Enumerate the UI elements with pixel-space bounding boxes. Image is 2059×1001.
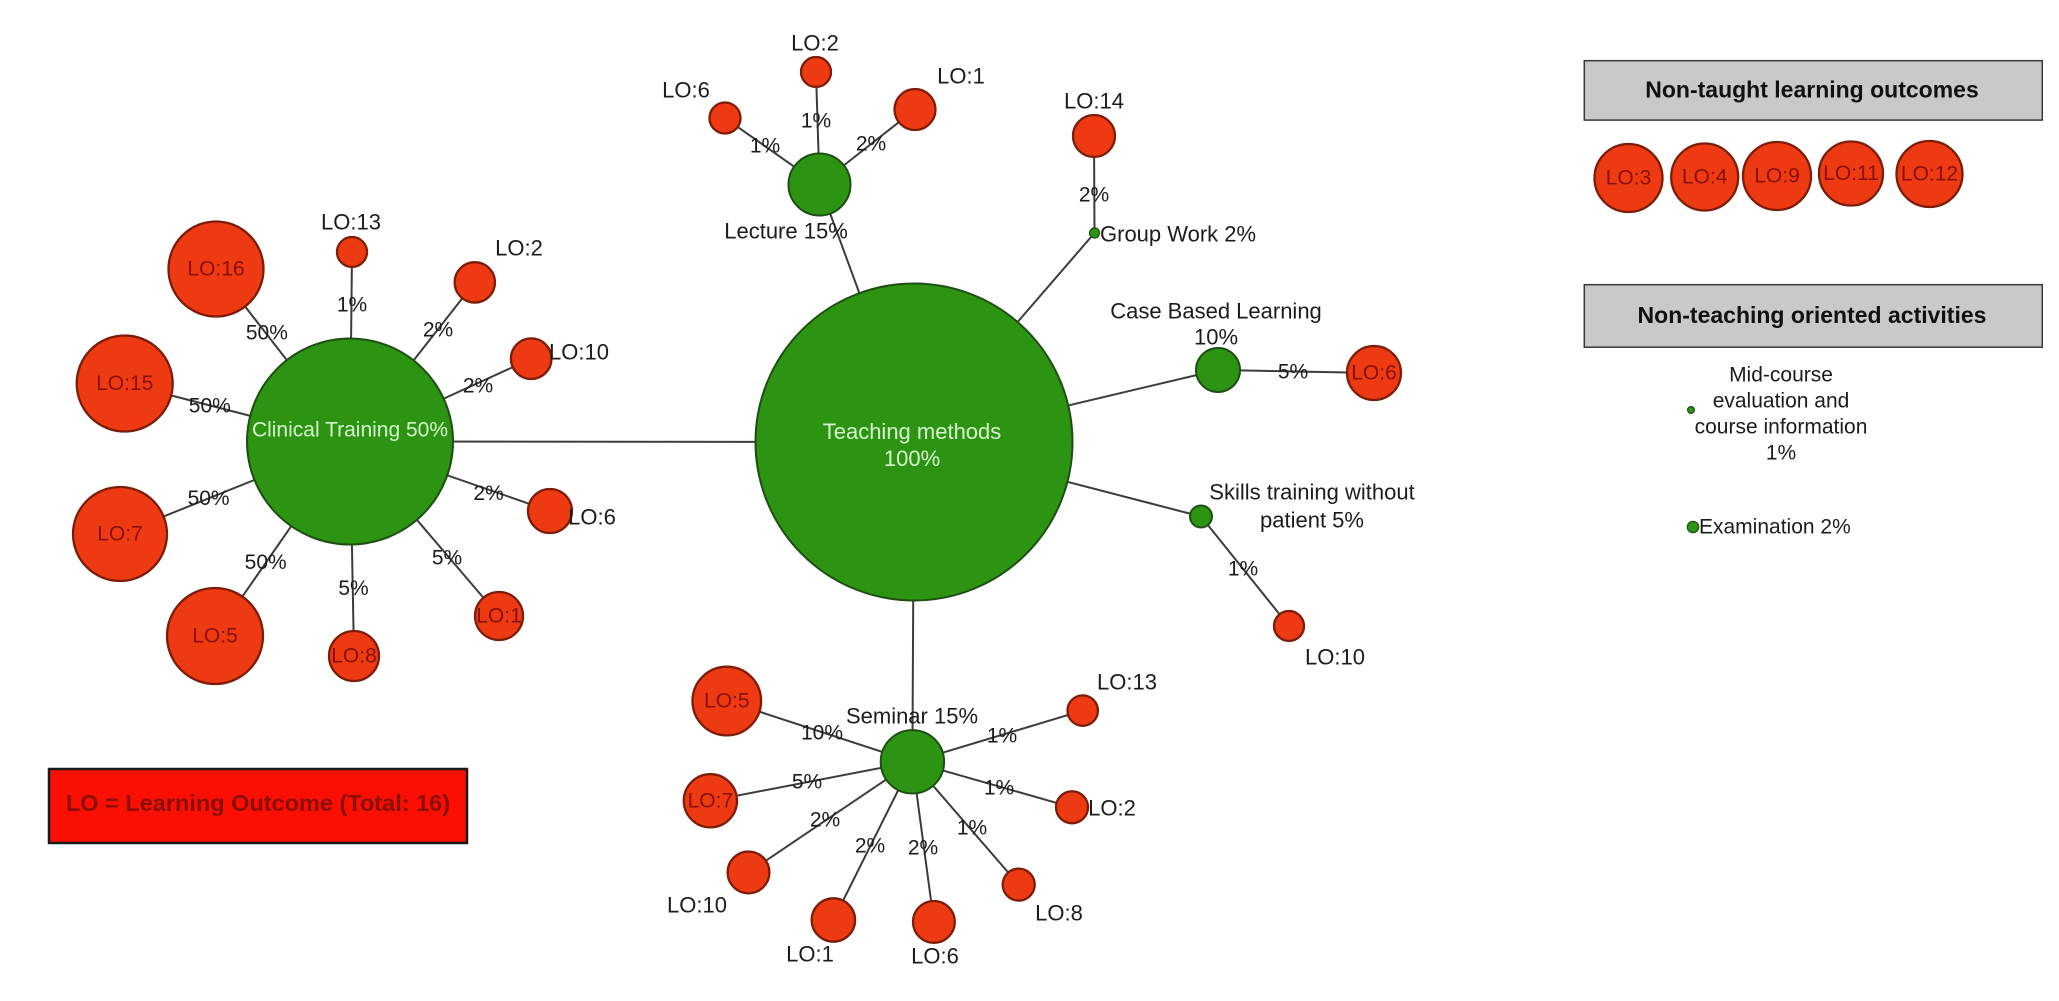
svg-text:LO:8: LO:8 <box>331 645 377 668</box>
svg-text:LO:6: LO:6 <box>911 944 959 969</box>
svg-text:LO:4: LO:4 <box>1682 166 1728 189</box>
svg-text:Examination 2%: Examination 2% <box>1699 516 1851 539</box>
svg-text:Skills training without: Skills training without <box>1209 480 1414 505</box>
svg-text:Lecture 15%: Lecture 15% <box>724 219 848 244</box>
svg-text:LO:5: LO:5 <box>192 625 238 648</box>
svg-text:5%: 5% <box>792 771 822 794</box>
svg-text:LO:1: LO:1 <box>476 605 522 628</box>
svg-text:Clinical Training 50%: Clinical Training 50% <box>252 419 448 442</box>
svg-text:LO:10: LO:10 <box>549 340 609 365</box>
svg-text:Seminar 15%: Seminar 15% <box>846 704 978 729</box>
svg-text:LO:9: LO:9 <box>1754 165 1800 188</box>
svg-text:Group Work 2%: Group Work 2% <box>1100 222 1256 247</box>
svg-text:LO = Learning Outcome (Total:: LO = Learning Outcome (Total: 16) <box>66 790 450 816</box>
svg-text:50%: 50% <box>189 394 231 417</box>
svg-text:LO:6: LO:6 <box>1351 362 1397 385</box>
svg-text:100%: 100% <box>884 446 940 471</box>
svg-text:LO:10: LO:10 <box>1305 645 1365 670</box>
svg-text:2%: 2% <box>908 837 938 860</box>
svg-text:10%: 10% <box>1194 325 1238 350</box>
svg-text:course information: course information <box>1695 416 1868 439</box>
svg-text:2%: 2% <box>473 482 503 505</box>
svg-text:1%: 1% <box>801 110 831 133</box>
svg-text:1%: 1% <box>984 777 1014 800</box>
svg-text:LO:2: LO:2 <box>791 31 839 56</box>
svg-text:2%: 2% <box>856 133 886 156</box>
svg-text:1%: 1% <box>1766 442 1796 465</box>
svg-text:LO:13: LO:13 <box>1097 670 1157 695</box>
svg-text:LO:3: LO:3 <box>1606 167 1652 190</box>
svg-text:LO:15: LO:15 <box>96 372 153 395</box>
svg-text:50%: 50% <box>188 487 230 510</box>
svg-text:50%: 50% <box>246 322 288 345</box>
svg-text:2%: 2% <box>855 835 885 858</box>
svg-text:2%: 2% <box>1079 184 1109 207</box>
svg-text:LO:12: LO:12 <box>1901 163 1958 186</box>
svg-text:LO:6: LO:6 <box>568 505 616 530</box>
svg-text:5%: 5% <box>432 547 462 570</box>
svg-text:LO:5: LO:5 <box>704 690 750 713</box>
svg-text:LO:2: LO:2 <box>495 236 543 261</box>
svg-text:LO:13: LO:13 <box>321 210 381 235</box>
svg-text:LO:2: LO:2 <box>1088 796 1136 821</box>
svg-text:Teaching methods: Teaching methods <box>823 419 1002 444</box>
svg-text:2%: 2% <box>423 319 453 342</box>
svg-text:Non-taught learning outcomes: Non-taught learning outcomes <box>1645 77 1979 103</box>
svg-text:Non-teaching oriented activiti: Non-teaching oriented activities <box>1638 302 1987 328</box>
svg-text:patient 5%: patient 5% <box>1260 508 1364 533</box>
svg-text:2%: 2% <box>463 375 493 398</box>
svg-text:1%: 1% <box>1228 558 1258 581</box>
svg-text:LO:6: LO:6 <box>662 78 710 103</box>
svg-text:evaluation and: evaluation and <box>1713 390 1850 413</box>
svg-text:50%: 50% <box>245 551 287 574</box>
svg-text:LO:11: LO:11 <box>1823 162 1879 185</box>
svg-text:1%: 1% <box>957 817 987 840</box>
svg-text:LO:1: LO:1 <box>786 942 834 967</box>
svg-text:5%: 5% <box>338 577 368 600</box>
svg-text:LO:7: LO:7 <box>688 789 734 812</box>
svg-text:LO:14: LO:14 <box>1064 89 1124 114</box>
svg-text:2%: 2% <box>810 809 840 832</box>
svg-text:LO:1: LO:1 <box>937 64 985 89</box>
svg-text:5%: 5% <box>1278 361 1308 384</box>
svg-text:LO:7: LO:7 <box>97 523 143 546</box>
svg-text:Mid-course: Mid-course <box>1729 364 1833 387</box>
svg-text:Case Based Learning: Case Based Learning <box>1110 299 1322 324</box>
svg-text:1%: 1% <box>750 135 780 158</box>
svg-text:1%: 1% <box>337 294 367 317</box>
svg-text:LO:16: LO:16 <box>187 258 244 281</box>
svg-text:1%: 1% <box>987 725 1017 748</box>
svg-text:LO:10: LO:10 <box>667 893 727 918</box>
svg-text:10%: 10% <box>801 722 843 745</box>
svg-text:LO:8: LO:8 <box>1035 901 1083 926</box>
